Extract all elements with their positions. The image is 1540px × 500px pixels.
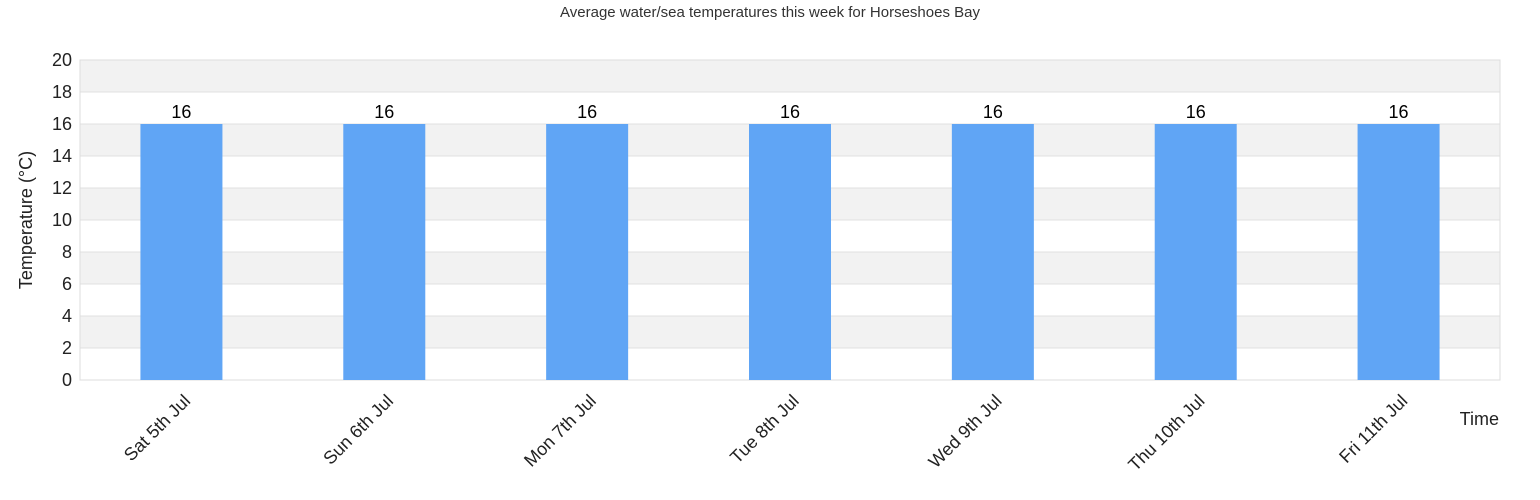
chart-title: Average water/sea temperatures this week…	[560, 4, 980, 21]
x-tick-label: Sun 6th Jul	[319, 391, 397, 469]
data-label: 16	[1389, 102, 1409, 122]
y-tick-label: 0	[62, 370, 72, 390]
bar	[749, 124, 831, 380]
data-label: 16	[983, 102, 1003, 122]
y-tick-label: 4	[62, 306, 72, 326]
y-axis-title: Temperature (°C)	[16, 151, 36, 289]
data-label: 16	[780, 102, 800, 122]
bar	[1357, 124, 1440, 380]
data-label: 16	[171, 102, 191, 122]
y-tick-label: 10	[52, 210, 72, 230]
data-labels: 16 16 16 16 16 16 16	[171, 102, 1408, 122]
grid-band	[80, 60, 1500, 92]
x-tick-label: Fri 11th Jul	[1335, 391, 1411, 467]
bar	[546, 124, 629, 380]
y-tick-label: 6	[62, 274, 72, 294]
bar	[1154, 124, 1237, 380]
bar	[140, 124, 223, 380]
data-label: 16	[1186, 102, 1206, 122]
x-tick-label: Sat 5th Jul	[120, 391, 194, 465]
y-tick-label: 18	[52, 82, 72, 102]
y-tick-label: 12	[52, 178, 72, 198]
y-tick-label: 2	[62, 338, 72, 358]
data-label: 16	[577, 102, 597, 122]
x-tick-label: Tue 8th Jul	[726, 391, 803, 468]
y-tick-label: 14	[52, 146, 72, 166]
data-label: 16	[374, 102, 394, 122]
y-tick-label: 16	[52, 114, 72, 134]
bar	[343, 124, 426, 380]
x-axis-title: Time	[1460, 409, 1499, 429]
y-tick-label: 20	[52, 50, 72, 70]
bar	[951, 124, 1034, 380]
y-axis-ticks: 0 2 4 6 8 10 12 14 16 18 20	[52, 50, 72, 390]
x-tick-label: Thu 10th Jul	[1124, 391, 1208, 475]
x-tick-label: Mon 7th Jul	[520, 391, 600, 471]
x-tick-label: Wed 9th Jul	[925, 391, 1006, 472]
x-axis-ticks: Sat 5th Jul Sun 6th Jul Mon 7th Jul Tue 8th…	[120, 391, 1411, 475]
bars	[140, 124, 1440, 380]
y-tick-label: 8	[62, 242, 72, 262]
